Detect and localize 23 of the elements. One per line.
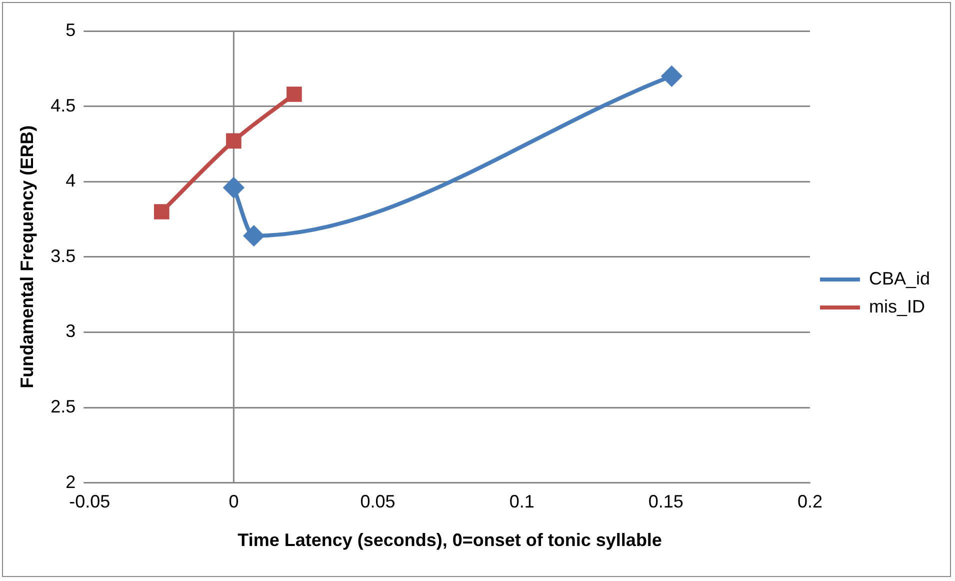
y-tick-label: 3 xyxy=(66,321,76,342)
point xyxy=(286,86,302,102)
legend-label: CBA_id xyxy=(868,268,930,288)
x-axis-title: Time Latency (seconds), 0=onset of tonic syllable xyxy=(238,530,662,550)
x-tick-label: 0.05 xyxy=(360,492,396,512)
y-tick-label: 4.5 xyxy=(50,95,76,116)
legend-label: mis_ID xyxy=(868,296,925,316)
x-tick-label: 0.2 xyxy=(797,492,822,512)
y-tick-label: 5 xyxy=(66,20,76,40)
x-tick-label: -0.05 xyxy=(69,492,110,512)
y-tick-label: 2.5 xyxy=(50,396,76,416)
y-axis-title: Fundamental Frequency (ERB) xyxy=(16,125,37,388)
x-tick-label: 0 xyxy=(228,492,239,512)
x-tick-label: 0.1 xyxy=(509,492,534,512)
point xyxy=(662,66,682,86)
y-tick-label: 3.5 xyxy=(50,246,76,266)
y-tick-label: 4 xyxy=(66,170,76,191)
point xyxy=(154,204,170,220)
x-tick-label: 0.15 xyxy=(648,492,684,512)
point xyxy=(224,178,244,198)
point xyxy=(244,226,264,246)
point xyxy=(226,133,242,149)
y-tick-label: 2 xyxy=(66,472,76,492)
